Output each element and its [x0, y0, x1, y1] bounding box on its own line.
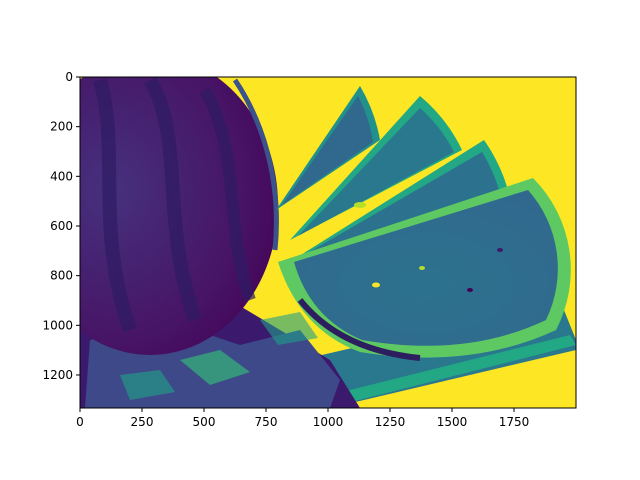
ice-highlight	[180, 350, 250, 385]
seed	[419, 266, 425, 270]
seed	[354, 202, 366, 208]
watermelon-slice-flesh	[304, 152, 500, 255]
y-tick-label: 200	[50, 120, 73, 134]
x-tick-label: 250	[131, 415, 154, 429]
melon-stripe	[93, 78, 137, 333]
watermelon-slice-flesh	[294, 190, 558, 346]
rind-dark	[297, 298, 421, 361]
seed	[467, 288, 473, 292]
x-tick-label: 750	[255, 415, 278, 429]
x-tick-label: 1500	[437, 415, 468, 429]
y-tick-label: 1200	[42, 368, 73, 382]
seed	[497, 248, 503, 252]
whole-watermelon	[80, 77, 278, 355]
melon-stripe	[199, 86, 256, 303]
y-tick-label: 800	[50, 269, 73, 283]
x-tick-label: 1250	[375, 415, 406, 429]
y-tick-label: 600	[50, 219, 73, 233]
y-tick-label: 1000	[42, 318, 73, 332]
ice-highlight	[260, 312, 318, 345]
ice-highlight	[120, 370, 175, 400]
image-area	[80, 77, 576, 408]
x-tick-label: 500	[193, 415, 216, 429]
watermelon-slice-flesh	[298, 108, 454, 236]
x-axis: 0 250 500 750 1000 1250 1500 1750	[76, 408, 529, 429]
x-tick-label: 1750	[499, 415, 530, 429]
watermelon-slice-flesh	[282, 96, 373, 205]
melon-stripe	[143, 77, 202, 323]
y-tick-label: 400	[50, 169, 73, 183]
y-axis: 0 200 400 600 800 1000 1200	[42, 70, 80, 382]
tray-edge	[330, 335, 576, 406]
x-tick-label: 0	[76, 415, 84, 429]
y-tick-label: 0	[65, 70, 73, 84]
seed	[372, 282, 380, 288]
melon-rim	[232, 78, 279, 251]
x-tick-label: 1000	[313, 415, 344, 429]
